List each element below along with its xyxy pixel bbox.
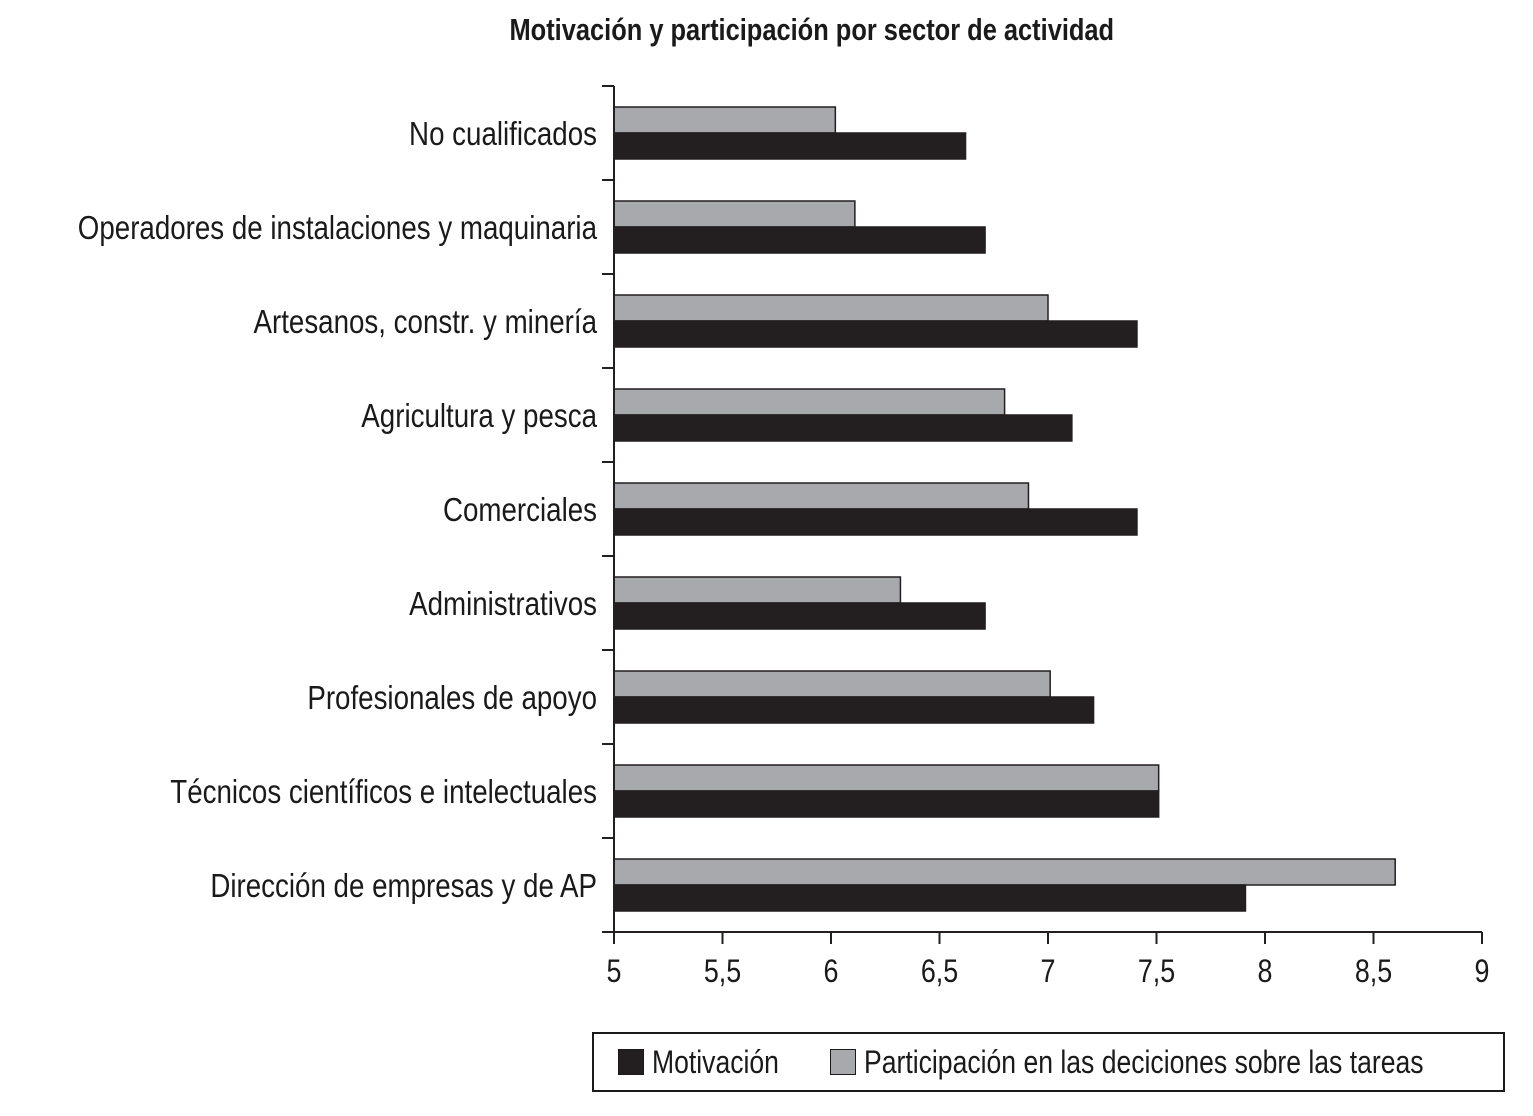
category-label: Artesanos, constr. y minería xyxy=(253,304,597,341)
x-tick-label: 7 xyxy=(1041,954,1056,990)
bar-participacion xyxy=(613,388,1006,416)
bar-motivacion xyxy=(613,226,986,254)
bar-motivacion xyxy=(613,414,1073,442)
bar-motivacion xyxy=(613,790,1160,818)
bars-layer xyxy=(613,106,1396,912)
x-tick-label: 6 xyxy=(824,954,839,990)
bar-participacion xyxy=(613,294,1049,322)
bar-participacion xyxy=(613,764,1160,792)
x-tick-label: 8 xyxy=(1258,954,1273,990)
legend-swatch-participacion xyxy=(830,1049,856,1075)
labels-layer: No cualificados Operadores de instalacion… xyxy=(78,116,1490,990)
category-label: Comerciales xyxy=(443,492,597,529)
bar-motivacion xyxy=(613,696,1095,724)
legend-label-motivacion: Motivación xyxy=(652,1043,779,1080)
legend-label-participacion: Participación en las deciciones sobre la… xyxy=(864,1043,1424,1080)
bar-motivacion xyxy=(613,508,1138,536)
bar-participacion xyxy=(613,858,1396,886)
bar-participacion xyxy=(613,576,902,604)
x-tick-label: 7,5 xyxy=(1138,954,1175,990)
category-label: Agricultura y pesca xyxy=(361,398,597,435)
axes-layer xyxy=(602,85,1483,944)
x-tick-label: 9 xyxy=(1475,954,1490,990)
bar-participacion xyxy=(613,106,837,134)
x-tick-label: 8,5 xyxy=(1355,954,1392,990)
bar-participacion xyxy=(613,200,856,228)
x-tick-label: 5,5 xyxy=(704,954,741,990)
legend-item-motivacion: Motivación xyxy=(618,1034,805,1090)
bar-motivacion xyxy=(613,602,986,630)
bar-motivacion xyxy=(613,320,1138,348)
category-label: No cualificados xyxy=(409,116,597,153)
category-label: Administrativos xyxy=(409,586,597,623)
category-label: Operadores de instalaciones y maquinaria xyxy=(78,210,597,247)
bar-participacion xyxy=(613,482,1030,510)
x-tick-label: 6,5 xyxy=(921,954,958,990)
legend: Motivación Participación en las decicion… xyxy=(592,1032,1505,1092)
x-tick-label: 5 xyxy=(607,954,622,990)
bar-participacion xyxy=(613,670,1051,698)
legend-item-participacion: Participación en las deciciones sobre la… xyxy=(830,1034,1533,1090)
chart-title: Motivación y participación por sector de… xyxy=(509,12,1115,47)
category-label: Técnicos científicos e intelectuales xyxy=(170,774,597,811)
bar-motivacion xyxy=(613,132,967,160)
category-label: Dirección de empresas y de AP xyxy=(210,868,597,905)
category-label: Profesionales de apoyo xyxy=(307,680,597,717)
legend-swatch-motivacion xyxy=(618,1049,644,1075)
bar-motivacion xyxy=(613,884,1247,912)
